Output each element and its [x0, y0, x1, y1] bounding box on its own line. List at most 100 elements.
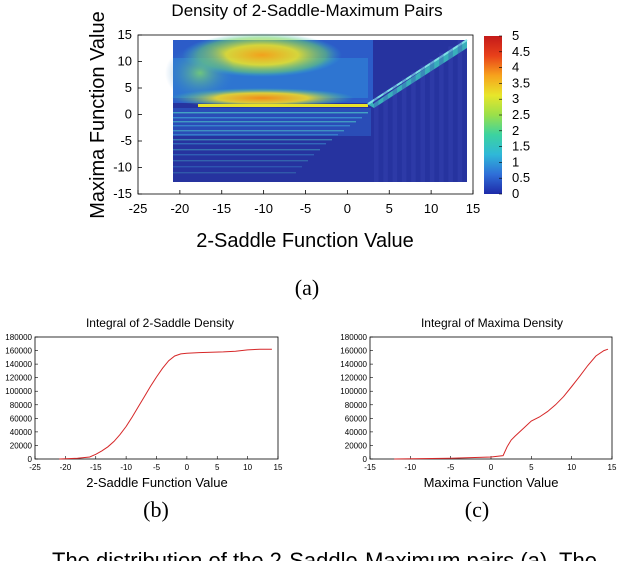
- chart-b-x-tick-label: -15: [90, 463, 102, 472]
- heatmap-column-shade: [411, 72, 416, 182]
- heatmap-column-shade: [448, 46, 453, 183]
- colorbar-ticks: 54.543.532.521.510.50: [499, 28, 530, 201]
- line-chart-saddle-integral: Integral of 2-Saddle Density 180000 16000…: [5, 316, 283, 490]
- chart-b-x-tick-label: 0: [185, 463, 190, 472]
- colorbar-gradient: [484, 36, 502, 194]
- line-chart-maxima-integral: Integral of Maxima Density 1800001600001…: [340, 316, 617, 490]
- chart-b-series-line: [59, 348, 272, 460]
- heatmap-column-shade: [439, 52, 444, 182]
- colorbar-tick-label: 1.5: [512, 139, 530, 154]
- chart-b-x-tick-label: -10: [120, 463, 132, 472]
- chart-c-y-tick-label: 0: [363, 455, 368, 464]
- chart-b-y-tick-label: 60000: [10, 414, 33, 423]
- chart-b-y-tick-label: 0: [28, 455, 33, 464]
- heatmap-column-shade: [392, 84, 398, 182]
- heatmap-y-axis-label: Maxima Function Value: [87, 11, 109, 219]
- heatmap-column-shade: [429, 59, 435, 183]
- heatmap-stripe: [173, 166, 302, 168]
- heatmap-y-tick-label: 15: [118, 27, 132, 42]
- heatmap-y-tick-label: 5: [125, 80, 132, 95]
- chart-c-plot-frame: [369, 336, 613, 460]
- heatmap-stripe: [173, 160, 308, 162]
- chart-c-x-tick-label: -5: [447, 463, 455, 472]
- heatmap-column-shade: [374, 97, 379, 182]
- heatmap-warm-left: [165, 45, 235, 101]
- colorbar-tick-label: 5: [512, 28, 519, 43]
- heatmap-x-axis-label: 2-Saddle Function Value: [196, 230, 414, 252]
- subcaption-c: (c): [465, 497, 489, 522]
- chart-b-x-tick-label: 10: [243, 463, 252, 472]
- chart-c-y-tick-label: 120000: [340, 374, 367, 383]
- chart-b-y-tick-label: 100000: [5, 387, 32, 396]
- heatmap-y-tick-label: 10: [118, 54, 132, 69]
- heatmap-title: Density of 2-Saddle-Maximum Pairs: [171, 1, 442, 20]
- heatmap-stripe: [173, 117, 362, 119]
- heatmap-stripe: [173, 130, 344, 132]
- subcaption-a: (a): [295, 275, 319, 300]
- caption-fragment-text: The distribution of the 2-Saddle-Maximum…: [52, 548, 597, 561]
- chart-c-x-ticks: -15 -10 -5 0 5 10 15: [364, 456, 617, 472]
- chart-b-y-tick-label: 20000: [10, 441, 33, 450]
- chart-b-y-tick-label: 120000: [5, 374, 32, 383]
- colorbar-tick-label: 0: [512, 186, 519, 201]
- chart-c-x-tick-label: 5: [529, 463, 534, 472]
- chart-c-x-tick-label: -15: [364, 463, 376, 472]
- chart-c-y-ticks: 180000 160000 140000 120000 100000 80000 60000…: [340, 333, 373, 464]
- chart-c-y-tick-label: 40000: [345, 428, 368, 437]
- colorbar-tick-label: 2.5: [512, 107, 530, 122]
- subcaption-b: (b): [143, 497, 169, 522]
- chart-c-y-tick-label: 100000: [340, 387, 367, 396]
- heatmap-vertical-shading: [374, 40, 463, 183]
- heatmap-y-tick-label: -5: [120, 133, 132, 148]
- heatmap-stripe: [173, 134, 338, 136]
- colorbar-tick-label: 4.5: [512, 44, 530, 59]
- chart-b-y-tick-label: 180000: [5, 333, 32, 342]
- heatmap-stripe: [173, 154, 314, 156]
- colorbar-tick-label: 0.5: [512, 170, 530, 185]
- chart-b-y-ticks: 180000 160000 140000 120000 100000 80000 60000…: [5, 333, 38, 464]
- chart-c-x-tick-label: -10: [405, 463, 417, 472]
- chart-b-y-tick-label: 140000: [5, 360, 32, 369]
- heatmap-stripe: [173, 139, 332, 141]
- heatmap-x-tick-label: 10: [424, 201, 438, 216]
- colorbar-tick-label: 3.5: [512, 75, 530, 90]
- heatmap-y-ticks: 15 10 5 0 -5 -10 -15: [113, 27, 142, 201]
- heatmap-column-shade: [420, 65, 425, 182]
- heatmap-stripe: [173, 143, 326, 145]
- chart-b-title: Integral of 2-Saddle Density: [86, 316, 234, 330]
- heatmap-x-tick-label: 5: [386, 201, 393, 216]
- heatmap-column-shade: [457, 40, 463, 182]
- colorbar-tick-label: 2: [512, 123, 519, 138]
- chart-b-x-tick-label: 5: [215, 463, 220, 472]
- heatmap-stripe: [173, 125, 350, 127]
- heatmap-x-tick-label: -5: [300, 201, 312, 216]
- chart-b-x-tick-label: 15: [274, 463, 283, 472]
- heatmap-x-tick-label: 0: [344, 201, 351, 216]
- chart-c-series-line: [394, 348, 609, 460]
- heatmap-x-tick-label: 15: [466, 201, 480, 216]
- chart-b-y-tick-label: 160000: [5, 347, 32, 356]
- colorbar-tick-label: 1: [512, 154, 519, 169]
- chart-c-title: Integral of Maxima Density: [421, 316, 563, 330]
- chart-c-x-tick-label: 10: [567, 463, 576, 472]
- chart-c-y-tick-label: 160000: [340, 347, 367, 356]
- chart-c-x-axis-label: Maxima Function Value: [424, 475, 559, 490]
- heatmap-y-tick-label: 0: [125, 107, 132, 122]
- colorbar-tick-label: 4: [512, 60, 519, 75]
- heatmap-data-region: [165, 33, 468, 183]
- heatmap-horizontal-stripes: [173, 112, 368, 174]
- heatmap-diagonal-edge: [367, 39, 468, 105]
- chart-c-y-tick-label: 140000: [340, 360, 367, 369]
- heatmap-y-tick-label: -10: [113, 160, 132, 175]
- heatmap-colorbar: 54.543.532.521.510.50: [484, 28, 530, 201]
- chart-b-x-tick-label: -20: [60, 463, 72, 472]
- heatmap-stripe: [173, 121, 356, 123]
- chart-b-x-axis-label: 2-Saddle Function Value: [86, 475, 227, 490]
- heatmap-x-tick-label: -20: [170, 201, 189, 216]
- heatmap-column-shade: [383, 91, 388, 182]
- chart-b-x-tick-label: -5: [153, 463, 161, 472]
- chart-b-plot-frame: [34, 336, 279, 460]
- chart-c-x-tick-label: 15: [608, 463, 617, 472]
- heatmap-x-ticks: -25 -20 -15 -10 -5 0 5 10 15: [129, 190, 480, 216]
